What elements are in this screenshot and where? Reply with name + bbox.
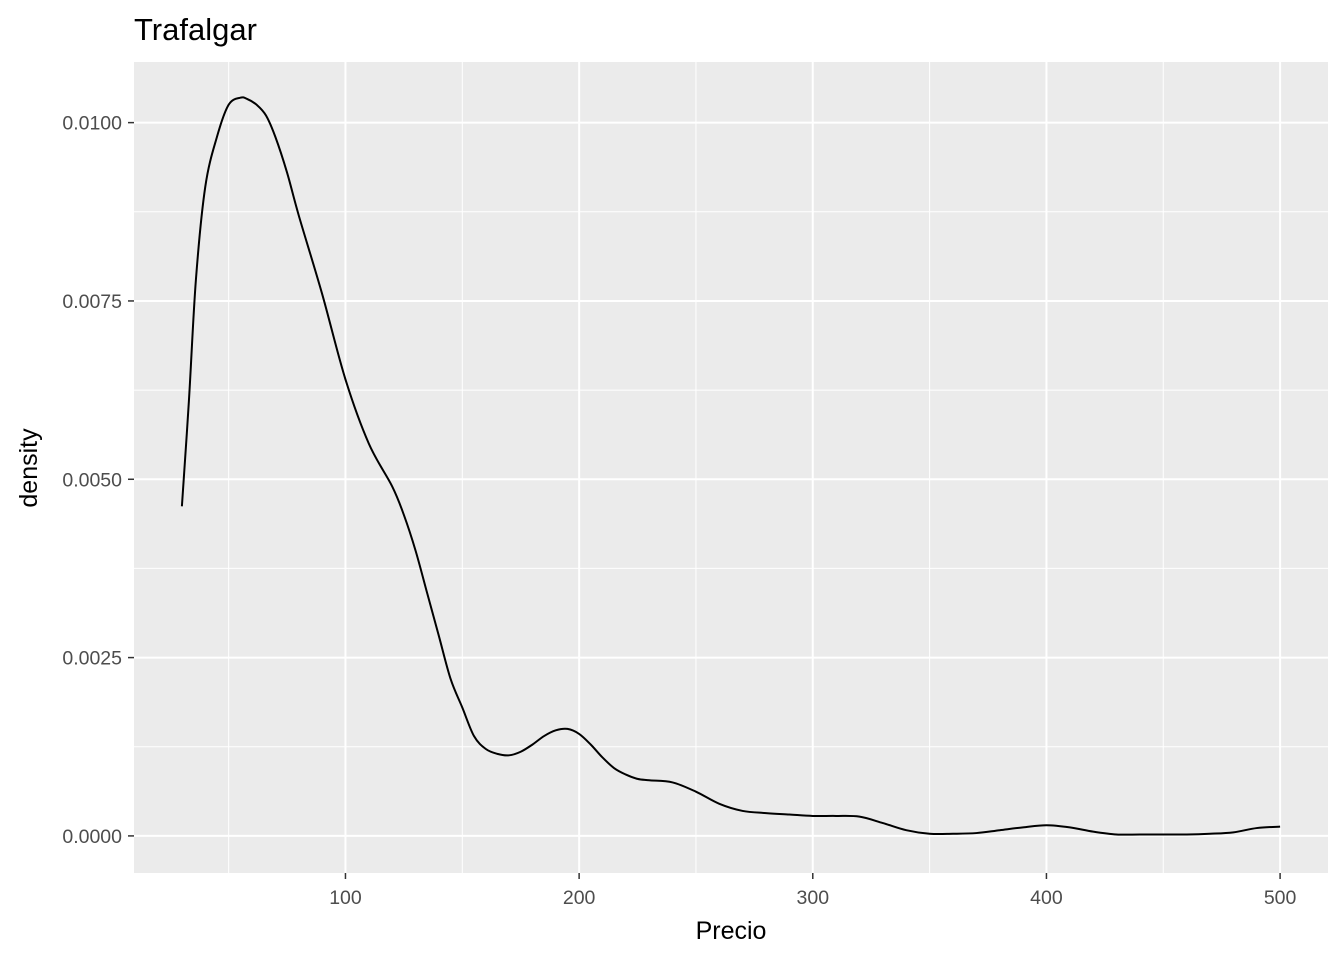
y-tick-label: 0.0025 <box>62 648 122 670</box>
y-tick-label: 0.0050 <box>62 469 122 491</box>
y-tick-label: 0.0100 <box>62 113 122 135</box>
y-axis-title: density <box>15 428 43 508</box>
x-tick-label: 300 <box>797 887 830 909</box>
x-tick-label: 200 <box>563 887 596 909</box>
chart-title: Trafalgar <box>134 12 257 47</box>
y-axis: 0.0000 0.0025 0.0050 0.0075 0.0100 <box>62 113 134 848</box>
x-tick-label: 500 <box>1264 887 1297 909</box>
minor-gridlines <box>134 62 1328 873</box>
x-axis-title: Precio <box>696 917 767 945</box>
y-tick-label: 0.0000 <box>62 826 122 848</box>
density-line <box>180 96 1281 836</box>
x-tick-label: 400 <box>1030 887 1063 909</box>
major-gridlines <box>134 62 1328 873</box>
x-tick-label: 100 <box>329 887 362 909</box>
y-tick-label: 0.0075 <box>62 291 122 313</box>
x-axis: 100 200 300 400 500 <box>329 873 1297 909</box>
plot-panel <box>134 62 1328 873</box>
